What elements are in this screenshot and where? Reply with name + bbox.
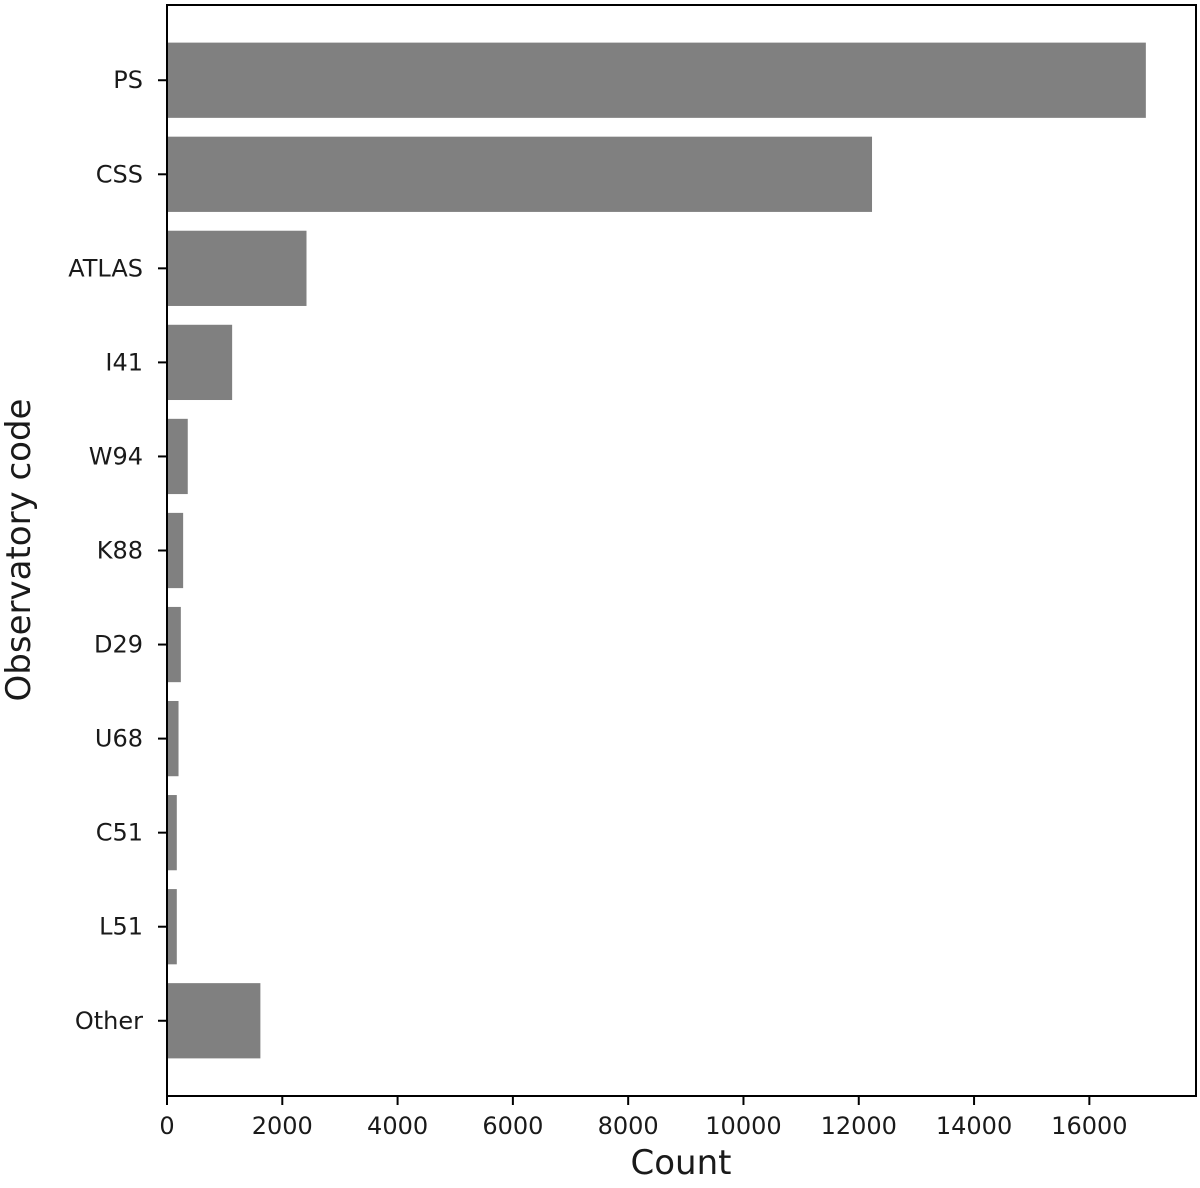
x-tick-label: 10000 [705,1112,781,1140]
bar-u68 [167,700,179,777]
bar-l51 [167,889,177,965]
y-tick-label: U68 [95,725,143,753]
y-tick-label: Other [75,1007,143,1035]
x-tick-label: 0 [159,1112,174,1140]
bar-atlas [167,230,307,306]
y-axis-ticks: PS CSS ATLAS I41 W94 K88 D29 U68 C51 L51 Other [68,66,167,1035]
y-tick-label: I41 [105,348,143,376]
y-axis-title: Observatory code [0,399,39,702]
bar-other [167,983,261,1059]
x-tick-label: 12000 [821,1112,897,1140]
bar-k88 [167,512,184,589]
x-tick-label: 8000 [598,1112,659,1140]
bar-css [167,136,873,212]
bar-ps [167,42,1146,118]
x-tick-label: 6000 [482,1112,543,1140]
bars-group [167,42,1146,1059]
bar-w94 [167,418,188,495]
x-tick-label: 2000 [252,1112,313,1140]
y-tick-label: PS [113,66,143,94]
y-tick-label: L51 [99,913,143,941]
x-tick-label: 14000 [936,1112,1012,1140]
y-tick-label: C51 [96,819,143,847]
bar-i41 [167,324,233,401]
x-axis-ticks: 0 2000 4000 6000 8000 10000 12000 14000 16000 [159,1096,1128,1140]
bar-d29 [167,606,181,683]
y-tick-label: W94 [89,442,143,470]
y-tick-label: CSS [96,160,143,188]
plot-frame [166,4,1197,1097]
y-tick-label: K88 [97,537,143,565]
bar-c51 [167,795,177,871]
x-tick-label: 16000 [1051,1112,1127,1140]
y-tick-label: ATLAS [68,254,143,282]
x-axis-title: Count [631,1143,732,1183]
y-tick-label: D29 [94,631,143,659]
x-tick-label: 4000 [367,1112,428,1140]
